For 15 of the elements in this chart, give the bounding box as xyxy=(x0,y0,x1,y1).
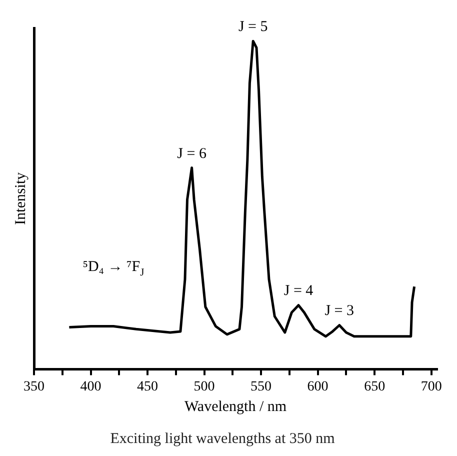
annotation: J = 4 xyxy=(284,283,314,300)
x-tick-label: 450 xyxy=(137,379,158,394)
x-tick-label: 650 xyxy=(364,379,386,394)
x-tick-label: 350 xyxy=(24,379,44,394)
x-tick-label: 550 xyxy=(250,379,272,394)
x-tick-label: 600 xyxy=(307,379,328,394)
annotation: J = 3 xyxy=(324,303,354,320)
x-tick-label: 400 xyxy=(80,379,102,394)
text: Exciting light wavelengths at 350 nm xyxy=(110,430,336,447)
x-tick-label: 700 xyxy=(420,379,442,394)
annotation: J = 5 xyxy=(238,19,268,36)
x-tick-label: 500 xyxy=(194,379,215,394)
y-axis-title: Intensity xyxy=(12,172,29,225)
annotation: J = 6 xyxy=(177,146,207,162)
x-axis-title: Wavelength / nm xyxy=(184,398,287,415)
